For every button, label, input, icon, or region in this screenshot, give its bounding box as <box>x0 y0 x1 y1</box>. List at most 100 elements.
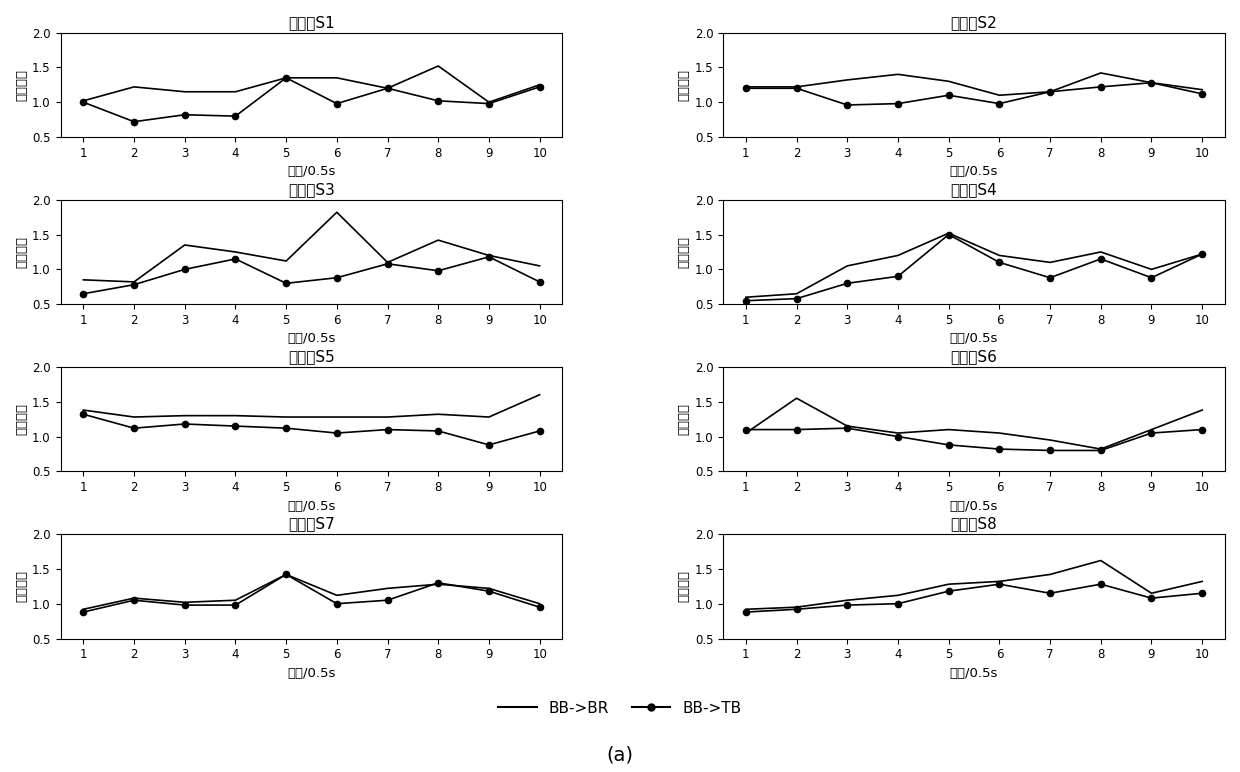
BB->BR <box>992 251 1007 260</box>
BB->BR <box>228 411 243 420</box>
BB->TB <box>1195 588 1210 598</box>
X-axis label: 时间/0.5s: 时间/0.5s <box>950 333 998 346</box>
Title: 受试者S3: 受试者S3 <box>288 182 335 197</box>
BB->BR <box>1195 405 1210 415</box>
BB->TB <box>941 90 956 100</box>
BB->BR <box>890 251 905 260</box>
BB->BR <box>177 598 192 607</box>
BB->BR <box>126 277 141 286</box>
BB->TB <box>228 254 243 263</box>
BB->BR <box>532 599 547 608</box>
BB->TB <box>739 608 754 617</box>
BB->BR <box>839 422 854 431</box>
BB->BR <box>789 290 804 299</box>
Y-axis label: 传递熵値: 传递熵値 <box>677 403 691 435</box>
Line: BB->BR: BB->BR <box>746 73 1203 95</box>
BB->BR <box>279 256 294 266</box>
BB->BR <box>1094 247 1109 256</box>
X-axis label: 时间/0.5s: 时间/0.5s <box>288 333 336 346</box>
BB->TB <box>839 279 854 288</box>
BB->BR <box>992 428 1007 438</box>
BB->BR <box>177 411 192 420</box>
BB->BR <box>228 247 243 256</box>
BB->TB <box>1145 428 1159 438</box>
BB->TB <box>228 422 243 431</box>
BB->TB <box>1195 425 1210 434</box>
BB->BR <box>1145 265 1159 274</box>
BB->BR <box>430 410 445 419</box>
BB->BR <box>992 90 1007 100</box>
BB->TB <box>1043 273 1058 283</box>
BB->BR <box>228 87 243 96</box>
BB->BR <box>1145 588 1159 598</box>
BB->TB <box>992 258 1007 267</box>
X-axis label: 时间/0.5s: 时间/0.5s <box>950 165 998 178</box>
Y-axis label: 传递熵値: 传递熵値 <box>15 571 29 602</box>
Title: 受试者S6: 受试者S6 <box>951 349 997 364</box>
BB->TB <box>532 603 547 612</box>
BB->BR <box>381 584 396 593</box>
BB->TB <box>890 99 905 108</box>
BB->TB <box>1043 446 1058 455</box>
Line: BB->TB: BB->TB <box>743 232 1205 304</box>
BB->BR <box>890 428 905 438</box>
BB->TB <box>430 96 445 106</box>
Line: BB->TB: BB->TB <box>743 581 1205 615</box>
BB->TB <box>532 83 547 92</box>
BB->BR <box>1043 87 1058 96</box>
BB->TB <box>1094 446 1109 455</box>
BB->TB <box>126 424 141 433</box>
BB->TB <box>1195 249 1210 259</box>
BB->TB <box>941 230 956 239</box>
BB->TB <box>76 97 91 107</box>
BB->TB <box>890 432 905 441</box>
BB->TB <box>228 601 243 610</box>
BB->TB <box>992 580 1007 589</box>
BB->TB <box>330 599 345 608</box>
BB->TB <box>739 425 754 434</box>
BB->BR <box>76 604 91 614</box>
BB->BR <box>381 258 396 267</box>
Title: 受试者S5: 受试者S5 <box>288 349 335 364</box>
BB->BR <box>739 83 754 92</box>
BB->TB <box>177 601 192 610</box>
BB->BR <box>1043 435 1058 445</box>
BB->TB <box>381 595 396 604</box>
BB->TB <box>381 425 396 434</box>
BB->TB <box>330 428 345 438</box>
BB->TB <box>76 608 91 617</box>
BB->BR <box>430 580 445 589</box>
BB->TB <box>177 419 192 428</box>
BB->TB <box>1145 594 1159 603</box>
BB->TB <box>381 259 396 269</box>
BB->BR <box>1145 425 1159 434</box>
Line: BB->TB: BB->TB <box>743 80 1205 108</box>
Line: BB->BR: BB->BR <box>746 560 1203 609</box>
BB->BR <box>279 412 294 422</box>
BB->TB <box>1043 588 1058 598</box>
BB->BR <box>789 394 804 403</box>
Line: BB->BR: BB->BR <box>746 398 1203 449</box>
BB->TB <box>481 587 496 596</box>
BB->BR <box>1094 445 1109 454</box>
BB->BR <box>532 261 547 270</box>
BB->TB <box>1094 83 1109 92</box>
BB->BR <box>532 390 547 399</box>
BB->TB <box>1094 580 1109 589</box>
Title: 受试者S2: 受试者S2 <box>951 15 997 30</box>
Y-axis label: 传递熵値: 传递熵値 <box>677 69 691 101</box>
BB->TB <box>1145 78 1159 87</box>
Y-axis label: 传递熵値: 传递熵値 <box>15 236 29 268</box>
BB->BR <box>381 83 396 93</box>
BB->TB <box>76 410 91 419</box>
BB->TB <box>789 294 804 303</box>
X-axis label: 时间/0.5s: 时间/0.5s <box>288 165 336 178</box>
X-axis label: 时间/0.5s: 时间/0.5s <box>950 667 998 680</box>
BB->BR <box>789 83 804 92</box>
Y-axis label: 传递熵値: 传递熵値 <box>677 571 691 602</box>
BB->BR <box>76 405 91 415</box>
Legend: BB->BR, BB->TB: BB->BR, BB->TB <box>492 695 748 722</box>
Line: BB->BR: BB->BR <box>83 212 539 282</box>
BB->TB <box>1094 254 1109 263</box>
BB->BR <box>1195 85 1210 94</box>
